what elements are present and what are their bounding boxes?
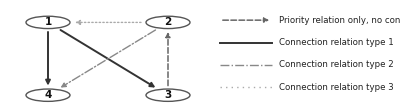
Text: Priority relation only, no connection relation: Priority relation only, no connection re… bbox=[279, 16, 400, 25]
Text: Connection relation type 3: Connection relation type 3 bbox=[279, 83, 394, 92]
Text: Connection relation type 1: Connection relation type 1 bbox=[279, 38, 394, 47]
Text: 4: 4 bbox=[44, 90, 52, 100]
Circle shape bbox=[146, 89, 190, 101]
Text: 3: 3 bbox=[164, 90, 172, 100]
Text: Connection relation type 2: Connection relation type 2 bbox=[279, 60, 394, 69]
Circle shape bbox=[146, 16, 190, 29]
Circle shape bbox=[26, 16, 70, 29]
Circle shape bbox=[26, 89, 70, 101]
Text: 2: 2 bbox=[164, 17, 172, 27]
Text: 1: 1 bbox=[44, 17, 52, 27]
